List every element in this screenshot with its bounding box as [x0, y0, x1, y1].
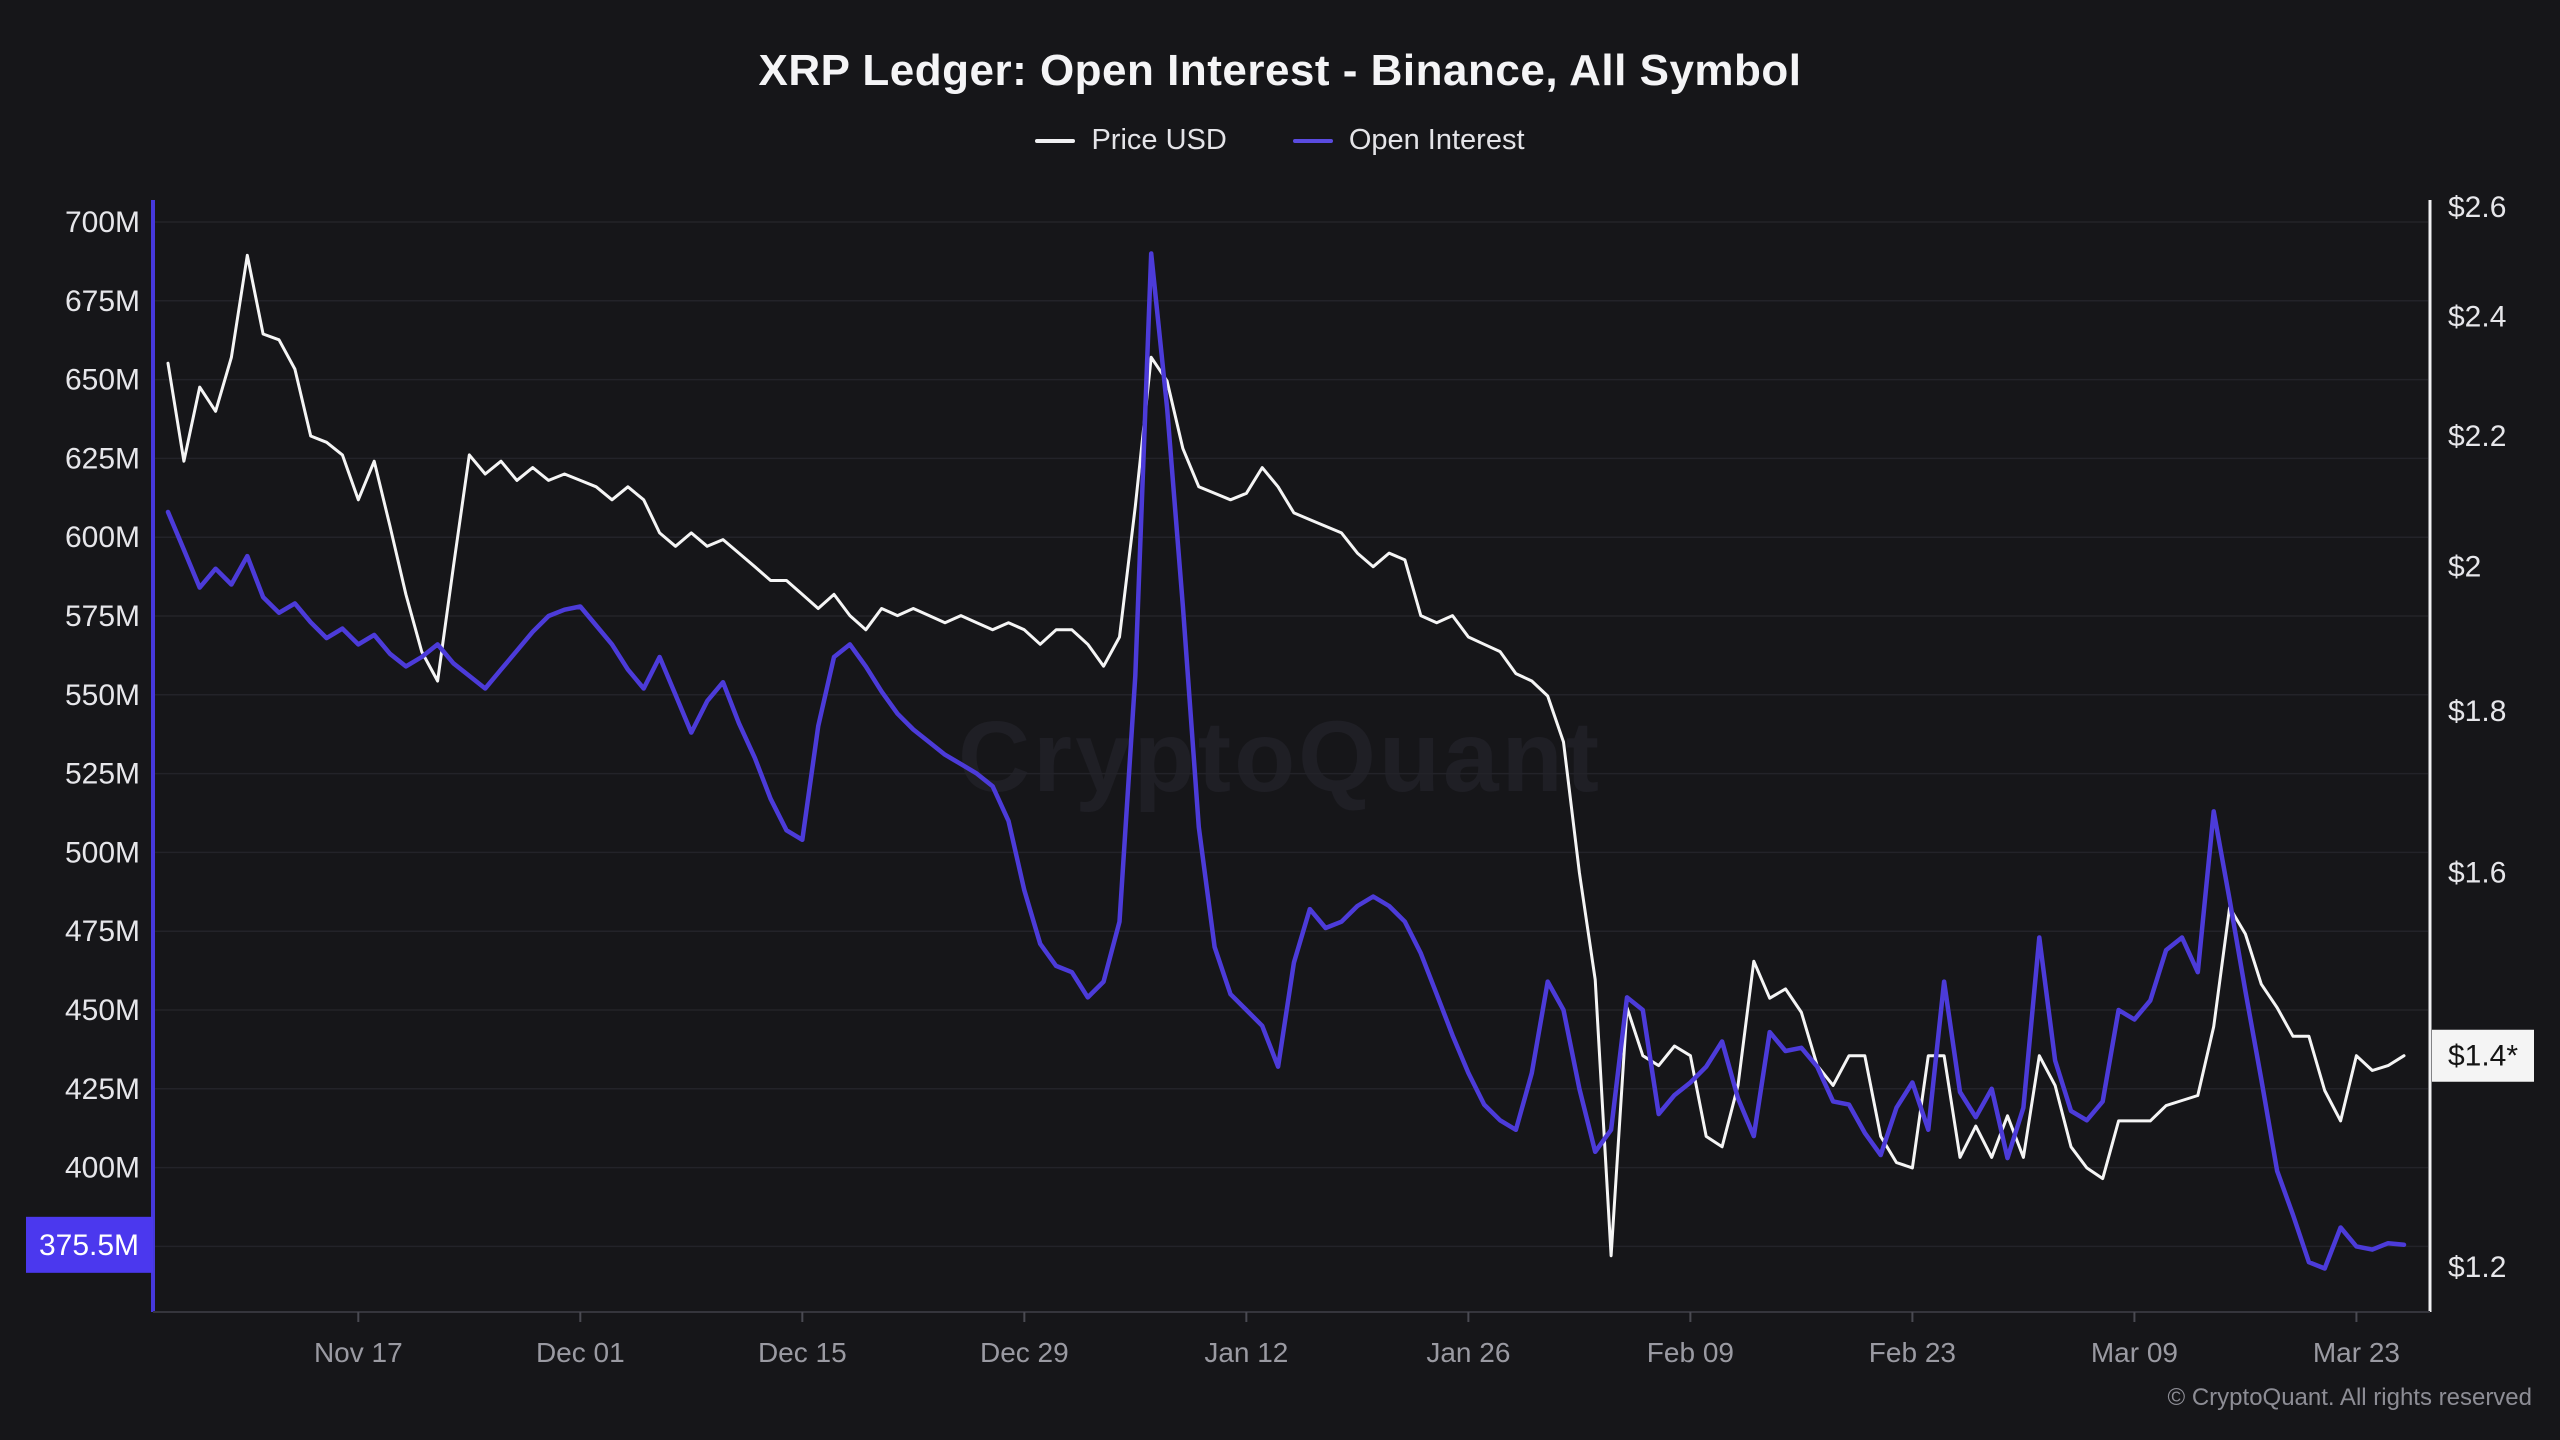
left-axis-tick-label: 550M [65, 679, 140, 712]
legend-label-open-interest: Open Interest [1348, 124, 1525, 156]
left-axis-tick-label: 600M [65, 521, 140, 554]
left-axis-tick-label: 400M [65, 1152, 140, 1185]
series-line-open-interest[interactable] [165, 251, 2407, 1271]
open-interest-legend-dash-icon [1292, 138, 1333, 143]
x-axis-tick-label: Jan 12 [1204, 1337, 1288, 1368]
left-axis-tick-label: 650M [65, 364, 140, 397]
left-axis-tick-label: 575M [65, 600, 140, 633]
right-axis-tick-label: $2.4 [2448, 301, 2506, 334]
price-usd-legend-dash-icon [1035, 138, 1076, 143]
x-axis-tick-label: Mar 09 [2091, 1337, 2178, 1368]
x-axis-tick-label: Jan 26 [1426, 1337, 1510, 1368]
chart-title: XRP Ledger: Open Interest - Binance, All… [758, 46, 1802, 95]
right-axis-tick-label: $2.2 [2448, 420, 2506, 453]
legend-item-price-usd[interactable]: Price USD [1035, 124, 1227, 157]
x-axis-tick-label: Dec 01 [536, 1337, 625, 1368]
legend: Price USD Open Interest [0, 124, 2560, 157]
price-value-badge [2432, 1029, 2534, 1082]
left-axis-tick-label: 675M [65, 285, 140, 318]
x-axis-tick-label: Dec 29 [980, 1337, 1069, 1368]
price-value-badge-label: $1.4* [2448, 1040, 2518, 1073]
x-axis-tick-label: Feb 09 [1647, 1337, 1734, 1368]
left-axis-tick-label: 700M [65, 206, 140, 239]
legend-label-price-usd: Price USD [1091, 124, 1227, 156]
left-axis-tick-label: 625M [65, 442, 140, 475]
x-axis-tick-label: Nov 17 [314, 1337, 403, 1368]
right-axis-tick-label: $2 [2448, 551, 2481, 584]
right-axis-tick-label: $2.6 [2448, 191, 2506, 224]
right-axis-tick-label: $1.6 [2448, 857, 2506, 890]
copyright-footer: © CryptoQuant. All rights reserved [2167, 1384, 2533, 1411]
left-axis-tick-label: 450M [65, 994, 140, 1027]
open-interest-value-badge [26, 1216, 153, 1273]
left-axis-tick-label: 525M [65, 758, 140, 791]
left-axis-tick-label: 475M [65, 915, 140, 948]
right-axis-tick-label: $1.8 [2448, 695, 2506, 728]
x-axis-tick-label: Mar 23 [2313, 1337, 2400, 1368]
legend-item-open-interest[interactable]: Open Interest [1292, 124, 1525, 157]
open-interest-value-badge-label: 375.5M [39, 1229, 139, 1262]
right-axis-tick-label: $1.2 [2448, 1251, 2506, 1284]
series-line-price-usd[interactable] [166, 253, 2406, 1258]
x-axis-tick-label: Dec 15 [758, 1337, 847, 1368]
x-axis-tick-label: Feb 23 [1869, 1337, 1956, 1368]
left-axis-tick-label: 500M [65, 836, 140, 869]
left-axis-tick-label: 425M [65, 1073, 140, 1106]
